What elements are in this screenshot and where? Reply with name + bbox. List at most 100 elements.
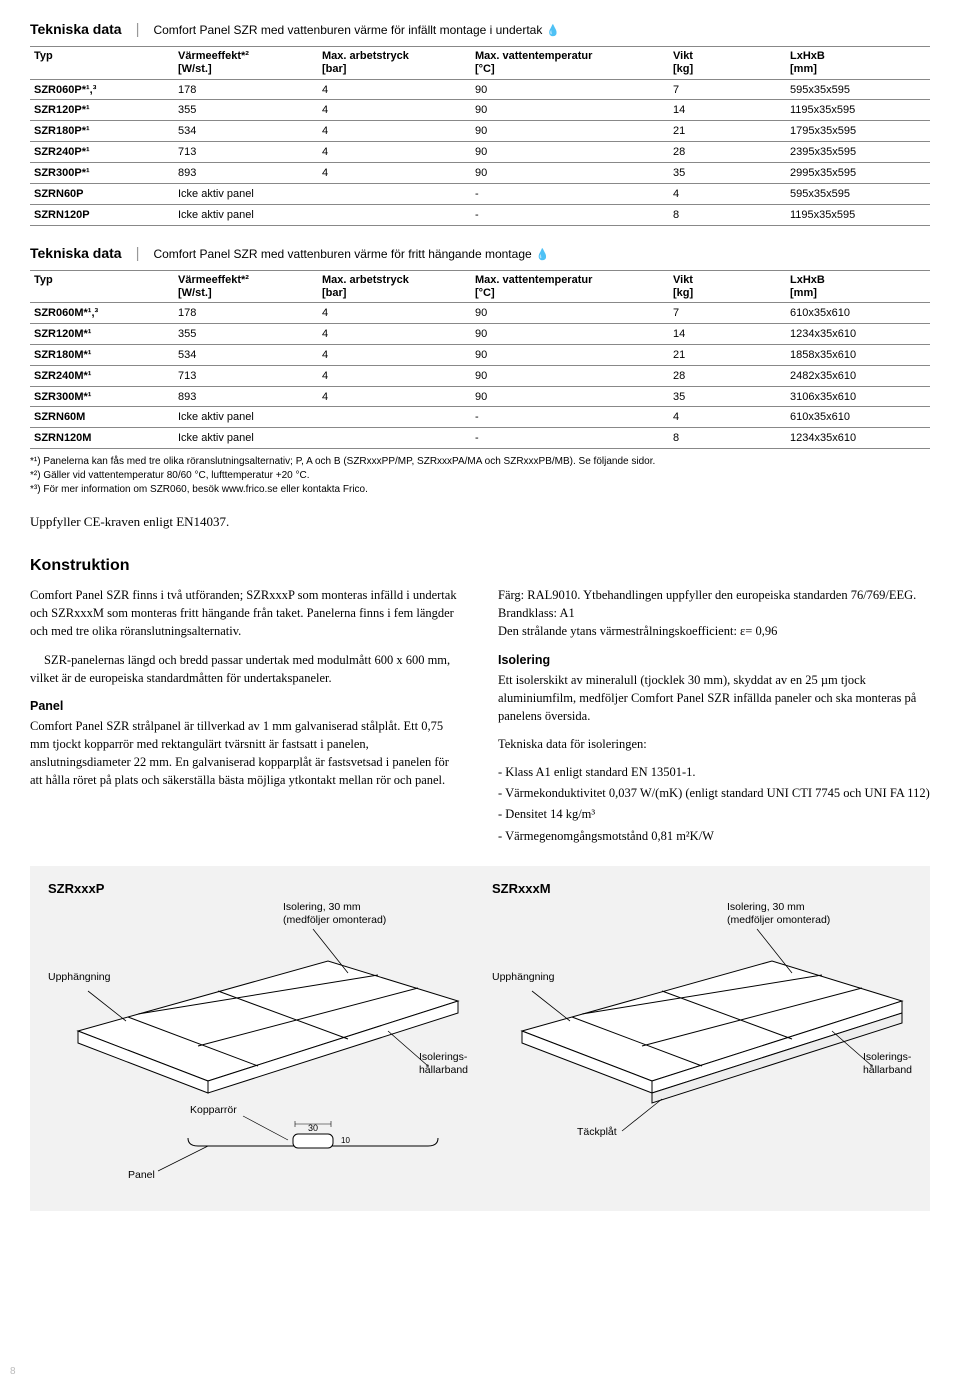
table-cell: 4 xyxy=(318,386,471,407)
table-row: SZR120M*¹355490141234x35x610 xyxy=(30,324,930,345)
table-cell: 90 xyxy=(471,386,669,407)
label-panel: Panel xyxy=(128,1169,155,1182)
section2-title: Tekniska data xyxy=(30,244,136,263)
table-cell: 1234x35x610 xyxy=(786,324,930,345)
panel-diagram-p: 30 10 xyxy=(48,901,468,1181)
water-drop-icon: 💧 xyxy=(536,248,550,263)
table-header: LxHxB[mm] xyxy=(786,47,930,79)
col-left: Comfort Panel SZR finns i två utföranden… xyxy=(30,586,462,848)
left-p3: Comfort Panel SZR strålpanel är tillverk… xyxy=(30,717,462,790)
table-cell xyxy=(318,204,471,225)
table-cell: 28 xyxy=(669,365,786,386)
table-row: SZR240M*¹713490282482x35x610 xyxy=(30,365,930,386)
label-isolering: Isolering, 30 mm (medföljer omonterad) xyxy=(283,901,386,926)
table-cell: 90 xyxy=(471,121,669,142)
table-cell: SZRN120M xyxy=(30,428,174,449)
table-cell: 1234x35x610 xyxy=(786,428,930,449)
table-cell xyxy=(318,183,471,204)
table-cell: 595x35x595 xyxy=(786,183,930,204)
table-cell: 8 xyxy=(669,204,786,225)
diag-right-title: SZRxxxM xyxy=(492,880,912,898)
table-header: LxHxB[mm] xyxy=(786,270,930,302)
table-cell: 4 xyxy=(318,79,471,100)
table-cell: 3106x35x610 xyxy=(786,386,930,407)
table-row: SZRN120PIcke aktiv panel-81195x35x595 xyxy=(30,204,930,225)
diag-left-title: SZRxxxP xyxy=(48,880,468,898)
table-cell: SZR120P*¹ xyxy=(30,100,174,121)
section2-subtitle: Comfort Panel SZR med vattenburen värme … xyxy=(153,246,531,262)
table-cell: 35 xyxy=(669,386,786,407)
label-upphangning: Upphängning xyxy=(48,971,110,984)
table-row: SZR060M*¹,³1784907610x35x610 xyxy=(30,303,930,324)
table-cell: 713 xyxy=(174,365,318,386)
table-cell: SZR300M*¹ xyxy=(30,386,174,407)
table-cell: 4 xyxy=(318,344,471,365)
page-number: 8 xyxy=(10,1365,16,1379)
table-header: Max. vattentemperatur[°C] xyxy=(471,47,669,79)
footnote-1: *¹) Panelerna kan fås med tre olika röra… xyxy=(30,455,930,469)
table-cell: - xyxy=(471,407,669,428)
table-header: Max. vattentemperatur[°C] xyxy=(471,270,669,302)
table-row: SZR240P*¹713490282395x35x595 xyxy=(30,142,930,163)
label-tackplat: Täckplåt xyxy=(577,1126,617,1139)
isolering-heading: Isolering xyxy=(498,651,930,669)
section1-subtitle: Comfort Panel SZR med vattenburen värme … xyxy=(153,22,542,38)
diagram-left: SZRxxxP xyxy=(48,880,468,1182)
table-cell: 90 xyxy=(471,344,669,365)
construction-columns: Comfort Panel SZR finns i två utföranden… xyxy=(30,586,930,848)
table-cell: Icke aktiv panel xyxy=(174,183,318,204)
table-cell: 2482x35x610 xyxy=(786,365,930,386)
panel-diagram-m xyxy=(492,901,912,1181)
table-cell: SZR240M*¹ xyxy=(30,365,174,386)
table-cell: 7 xyxy=(669,79,786,100)
table-cell: 4 xyxy=(318,303,471,324)
table-cell: 21 xyxy=(669,121,786,142)
table-row: SZR180M*¹534490211858x35x610 xyxy=(30,344,930,365)
section1-title: Tekniska data xyxy=(30,20,136,39)
table-cell: Icke aktiv panel xyxy=(174,428,318,449)
isolation-bullets: Klass A1 enligt standard EN 13501-1.Värm… xyxy=(498,763,930,845)
right-p2: Brandklass: A1 xyxy=(498,604,930,622)
label-hallarband-r: Isolerings- hållarband xyxy=(863,1051,912,1076)
diagram-right: SZRxxxM Upphängning xyxy=(492,880,912,1182)
table-row: SZRN60MIcke aktiv panel-4610x35x610 xyxy=(30,407,930,428)
table-row: SZR180P*¹534490211795x35x595 xyxy=(30,121,930,142)
table-cell: 90 xyxy=(471,142,669,163)
table-cell: 90 xyxy=(471,163,669,184)
diagram-row: SZRxxxP xyxy=(30,866,930,1212)
table-cell: 14 xyxy=(669,100,786,121)
table-cell xyxy=(318,407,471,428)
table-cell: - xyxy=(471,183,669,204)
label-isolering-r: Isolering, 30 mm (medföljer omonterad) xyxy=(727,901,830,926)
table-cell: 4 xyxy=(318,365,471,386)
dim-height: 10 xyxy=(341,1136,350,1145)
table-cell: 355 xyxy=(174,324,318,345)
table-cell: SZRN60M xyxy=(30,407,174,428)
table-header: Max. arbetstryck[bar] xyxy=(318,270,471,302)
table-header: Vikt[kg] xyxy=(669,47,786,79)
table-header: Vikt[kg] xyxy=(669,270,786,302)
table-cell: 1795x35x595 xyxy=(786,121,930,142)
table-cell: 2395x35x595 xyxy=(786,142,930,163)
table-cell: 90 xyxy=(471,79,669,100)
table-row: SZR300P*¹893490352995x35x595 xyxy=(30,163,930,184)
table-row: SZR060P*¹,³1784907595x35x595 xyxy=(30,79,930,100)
table-row: SZR300M*¹893490353106x35x610 xyxy=(30,386,930,407)
table-cell: - xyxy=(471,428,669,449)
footnote-2: *²) Gäller vid vattentemperatur 80/60 °C… xyxy=(30,469,930,483)
table-cell: 178 xyxy=(174,79,318,100)
footnotes: *¹) Panelerna kan fås med tre olika röra… xyxy=(30,455,930,497)
table-cell: 90 xyxy=(471,100,669,121)
table-header: Värmeeffekt*²[W/st.] xyxy=(174,47,318,79)
table-cell: 4 xyxy=(318,324,471,345)
table-cell: 1858x35x610 xyxy=(786,344,930,365)
table-header: Typ xyxy=(30,47,174,79)
dim-width: 30 xyxy=(308,1123,318,1133)
table-cell: SZR060P*¹,³ xyxy=(30,79,174,100)
table-cell: - xyxy=(471,204,669,225)
right-p1: Färg: RAL9010. Ytbehandlingen uppfyller … xyxy=(498,586,930,604)
table-cell: 35 xyxy=(669,163,786,184)
bullet-item: Värmekonduktivitet 0,037 W/(mK) (enligt … xyxy=(498,784,930,802)
table-cell: 90 xyxy=(471,365,669,386)
table-cell: 8 xyxy=(669,428,786,449)
